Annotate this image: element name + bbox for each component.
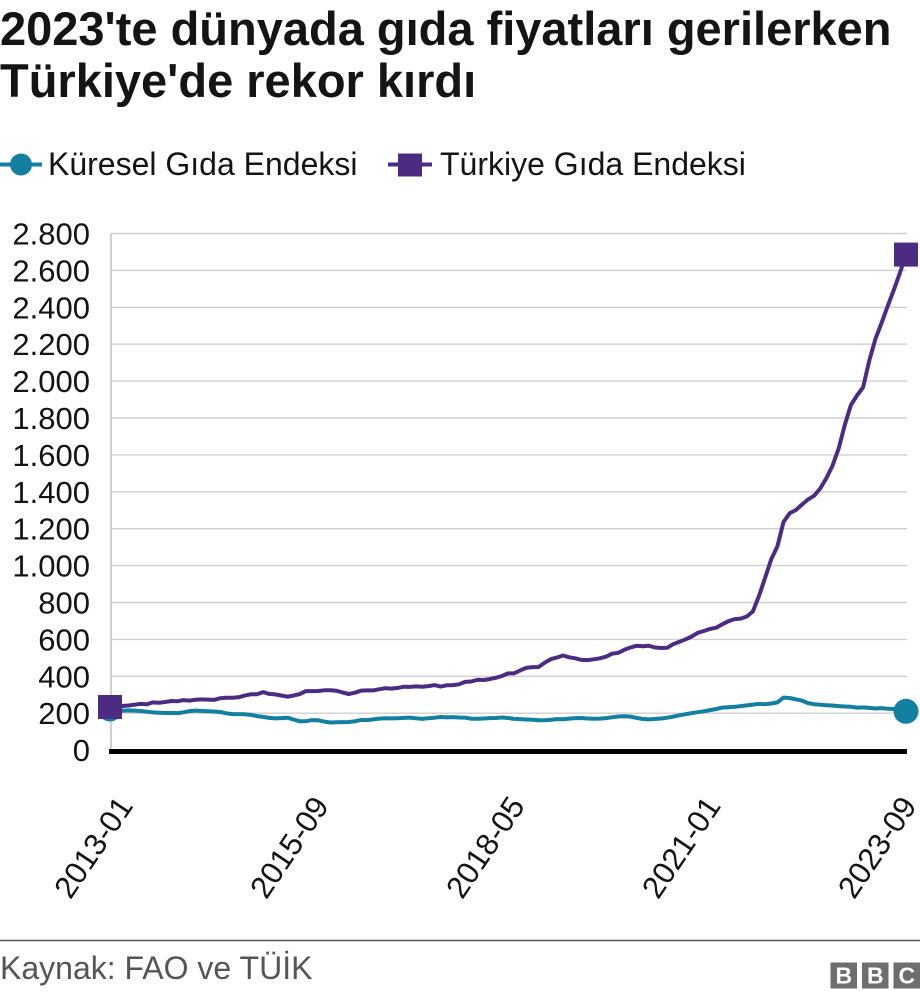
- svg-text:B: B: [835, 963, 852, 989]
- svg-text:400: 400: [38, 659, 90, 694]
- svg-text:1.000: 1.000: [12, 549, 90, 584]
- svg-text:2.800: 2.800: [12, 217, 90, 252]
- svg-text:1.800: 1.800: [12, 401, 90, 436]
- svg-text:1.400: 1.400: [12, 475, 90, 510]
- svg-text:2.600: 2.600: [12, 253, 90, 288]
- svg-text:0: 0: [73, 733, 90, 768]
- svg-text:2021-01: 2021-01: [635, 790, 728, 904]
- svg-text:2.000: 2.000: [12, 364, 90, 399]
- svg-text:2.400: 2.400: [12, 290, 90, 325]
- svg-text:1.600: 1.600: [12, 438, 90, 473]
- svg-text:2015-09: 2015-09: [243, 790, 336, 904]
- svg-text:600: 600: [38, 622, 90, 657]
- svg-text:200: 200: [38, 696, 90, 731]
- svg-text:C: C: [898, 963, 915, 989]
- svg-text:2023-09: 2023-09: [831, 790, 920, 904]
- svg-text:2.200: 2.200: [12, 327, 90, 362]
- svg-text:800: 800: [38, 586, 90, 621]
- svg-text:B: B: [867, 963, 884, 989]
- svg-text:2018-05: 2018-05: [439, 790, 532, 904]
- svg-text:2013-01: 2013-01: [47, 790, 140, 904]
- svg-text:1.200: 1.200: [12, 512, 90, 547]
